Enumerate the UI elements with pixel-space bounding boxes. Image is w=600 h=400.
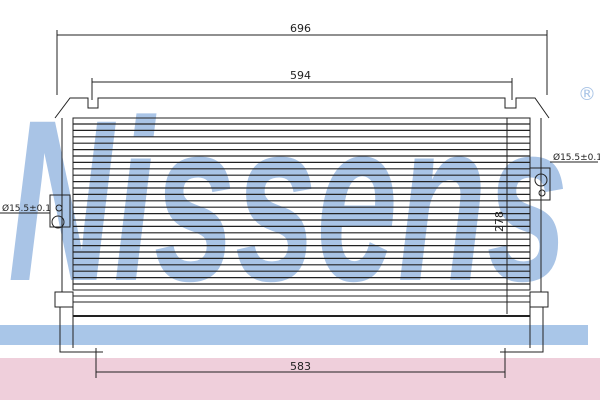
blue-band [0, 325, 588, 345]
dim-bottom-width: 583 [290, 360, 311, 373]
dim-mount-width: 594 [290, 69, 311, 82]
dim-overall-width: 696 [290, 22, 311, 35]
condenser-fins [73, 123, 530, 285]
dim-right-port: Ø15.5±0.1 [553, 152, 600, 163]
registered-mark: ® [578, 84, 596, 105]
dim-left-port: Ø15.5±0.1 [2, 203, 51, 214]
dim-core-height: 278 [493, 211, 506, 232]
pink-band [0, 358, 600, 400]
